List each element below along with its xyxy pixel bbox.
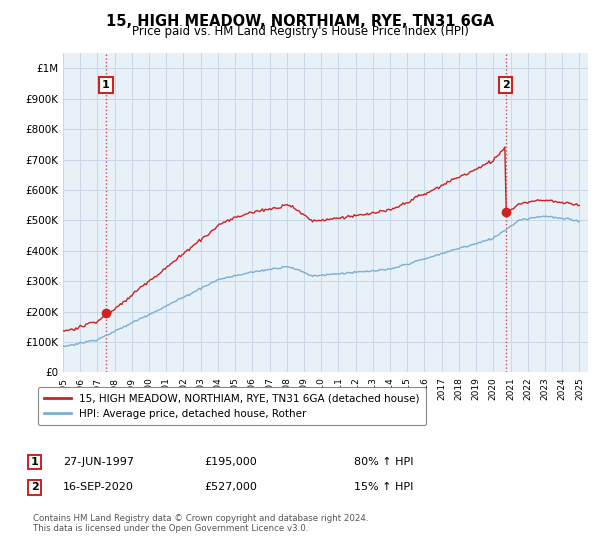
Text: 80% ↑ HPI: 80% ↑ HPI [354,457,413,467]
Text: 15, HIGH MEADOW, NORTHIAM, RYE, TN31 6GA: 15, HIGH MEADOW, NORTHIAM, RYE, TN31 6GA [106,14,494,29]
Text: 1: 1 [102,80,110,90]
Text: 2: 2 [31,482,38,492]
Text: £527,000: £527,000 [204,482,257,492]
Text: Price paid vs. HM Land Registry's House Price Index (HPI): Price paid vs. HM Land Registry's House … [131,25,469,38]
Text: 1: 1 [31,457,38,467]
Legend: 15, HIGH MEADOW, NORTHIAM, RYE, TN31 6GA (detached house), HPI: Average price, d: 15, HIGH MEADOW, NORTHIAM, RYE, TN31 6GA… [38,387,425,425]
Text: 15% ↑ HPI: 15% ↑ HPI [354,482,413,492]
Text: Contains HM Land Registry data © Crown copyright and database right 2024.
This d: Contains HM Land Registry data © Crown c… [33,514,368,534]
Text: 16-SEP-2020: 16-SEP-2020 [63,482,134,492]
Text: 2: 2 [502,80,509,90]
Text: 27-JUN-1997: 27-JUN-1997 [63,457,134,467]
Text: £195,000: £195,000 [204,457,257,467]
